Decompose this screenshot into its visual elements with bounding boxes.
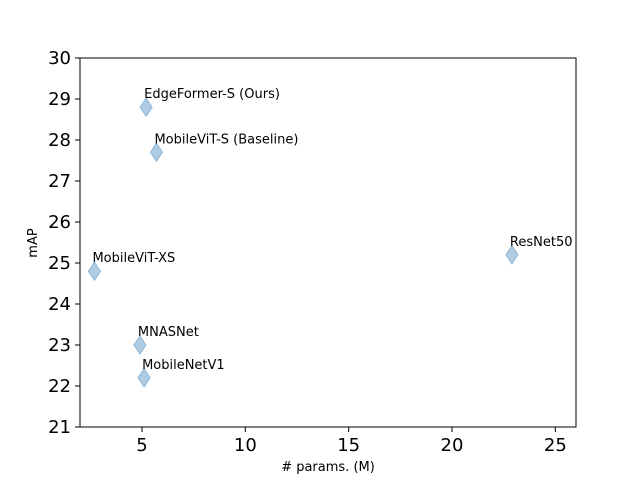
x-tick-label: 10 [234,435,257,456]
data-point [505,244,519,265]
point-annotation: MobileNetV1 [142,358,225,373]
y-tick-label: 29 [48,89,71,110]
data-points: EdgeFormer-S (Ours) MobileViT-S (Baseline… [87,87,573,388]
point-annotation: MobileViT-S (Baseline) [154,132,298,147]
point-annotation: EdgeFormer-S (Ours) [144,87,280,102]
y-tick-label: 25 [48,253,71,274]
x-tick-label: 20 [441,435,464,456]
y-axis-ticks: 21 22 23 24 25 26 27 28 29 30 [48,48,80,438]
y-tick-label: 28 [48,130,71,151]
y-tick-label: 23 [48,335,71,356]
x-tick-label: 15 [337,435,360,456]
point-annotation: MNASNet [138,325,199,340]
x-axis-ticks: 5 10 15 20 25 [136,427,567,456]
data-point [87,261,102,282]
y-tick-label: 26 [48,212,71,233]
plot-area [79,57,577,428]
point-annotation: MobileViT-XS [92,251,175,266]
data-point [149,142,164,163]
y-tick-label: 24 [48,294,71,315]
y-tick-label: 21 [48,417,71,438]
point-annotation: ResNet50 [510,235,573,250]
x-tick-label: 5 [136,435,147,456]
x-axis-label: # params. (M) [281,460,375,475]
y-axis-label: mAP [26,228,41,258]
data-point [139,97,153,118]
x-tick-label: 25 [544,435,567,456]
y-tick-label: 27 [48,171,71,192]
data-point [133,335,147,355]
data-point [137,367,151,388]
y-tick-label: 22 [48,376,71,397]
y-tick-label: 30 [48,48,71,69]
